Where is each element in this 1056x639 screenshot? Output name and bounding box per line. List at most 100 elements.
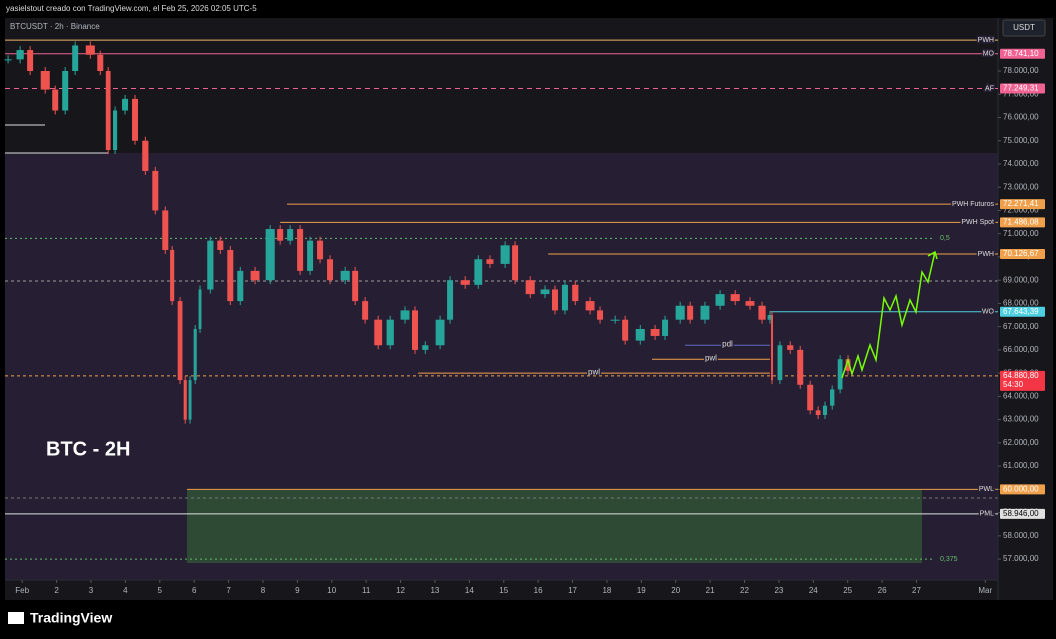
candle [572, 284, 579, 302]
x-tick-label: 3 [89, 586, 94, 595]
level-value: 67.643,39 [1003, 307, 1039, 316]
x-tick-label: 18 [602, 586, 611, 595]
x-tick-label: 25 [843, 586, 852, 595]
candle [250, 270, 260, 281]
y-tick-label: 66.000,00 [1003, 345, 1039, 354]
candle [27, 50, 34, 71]
y-tick-label: 72.000,00 [1003, 206, 1039, 215]
annotation: BTC - 2H [46, 438, 130, 460]
y-tick-label: 73.000,00 [1003, 182, 1039, 191]
candle [585, 301, 595, 311]
level-name: PWH [978, 251, 994, 258]
candle [830, 389, 835, 406]
y-tick-label: 67.000,00 [1003, 322, 1039, 331]
candle [340, 270, 350, 281]
candle [675, 305, 685, 320]
candle [307, 240, 314, 271]
candle [730, 294, 740, 302]
candle [845, 359, 851, 371]
candle [183, 380, 187, 420]
candle [317, 240, 324, 260]
projection [841, 251, 936, 379]
candle [386, 319, 394, 346]
guide-label: pwl [705, 353, 717, 362]
level-value: 64.880,80 [1003, 371, 1039, 380]
level-value: 78.741,10 [1003, 49, 1039, 58]
x-tick-label: 16 [534, 586, 543, 595]
level-value-box [1000, 199, 1045, 210]
level-name: AF [985, 85, 994, 92]
x-tick-label: 23 [774, 586, 783, 595]
candle [622, 319, 629, 341]
x-tick-label: 14 [465, 586, 474, 595]
candle [758, 305, 766, 320]
candle [122, 98, 129, 111]
symbol: BTCUSDT · 2h · Binance [10, 22, 100, 31]
candle [327, 259, 334, 281]
level-value: 77.249,31 [1003, 84, 1039, 93]
candle [771, 315, 774, 381]
candle [237, 270, 244, 302]
candle [715, 294, 725, 306]
currency-box[interactable] [1002, 19, 1046, 37]
level-value: 72.271,41 [1003, 199, 1039, 208]
countdown: 54:30 [1003, 380, 1024, 389]
x-tick-label: 20 [671, 586, 680, 595]
candle [193, 328, 197, 381]
candle [297, 229, 304, 271]
y-tick-label: 77.000,00 [1003, 89, 1039, 98]
candle [4, 59, 12, 61]
currency[interactable]: USDT [1013, 23, 1035, 32]
x-tick-label: 15 [499, 586, 508, 595]
level-name: WO [982, 309, 995, 316]
candle [474, 259, 483, 285]
candle [52, 89, 59, 111]
candle [687, 305, 694, 320]
candle [815, 410, 821, 415]
candle [188, 380, 192, 420]
y-tick-label: 61.000,00 [1003, 461, 1039, 470]
candle [561, 284, 568, 311]
level-value: 71.486,08 [1003, 218, 1039, 227]
x-tick-label: 27 [912, 586, 921, 595]
y-tick-label: 62.000,00 [1003, 438, 1039, 447]
candle [837, 359, 843, 390]
x-tick-label: 13 [430, 586, 439, 595]
candle [422, 345, 429, 350]
candle [500, 245, 510, 264]
candle [767, 315, 773, 320]
candle [177, 301, 183, 381]
caption: yasielstout creado con TradingView.com, … [6, 4, 257, 13]
candle [662, 319, 669, 336]
candle [16, 50, 24, 60]
candle [486, 259, 494, 264]
y-tick-label: 57.000,00 [1003, 554, 1039, 563]
x-tick-label: 4 [123, 586, 128, 595]
x-tick-label: 7 [226, 586, 231, 595]
x-tick-label: 24 [809, 586, 818, 595]
candle [525, 280, 535, 295]
candle [198, 289, 202, 329]
candle [152, 170, 159, 211]
y-tick-label: 69.000,00 [1003, 275, 1039, 284]
x-tick-label: 2 [54, 586, 59, 595]
candle [62, 70, 69, 111]
projection-arrow [927, 250, 938, 260]
level-name: PWH Futuros [952, 201, 995, 208]
y-tick-label: 68.000,00 [1003, 299, 1039, 308]
candle [362, 301, 369, 320]
x-tick-label: 19 [637, 586, 646, 595]
candle [822, 405, 828, 415]
level-value-box [1000, 306, 1045, 317]
x-tick-label: 26 [878, 586, 887, 595]
x-tick-label: 6 [192, 586, 197, 595]
candle [635, 328, 645, 341]
y-tick-label: 71.000,00 [1003, 229, 1039, 238]
candle [551, 289, 558, 311]
candle [777, 345, 783, 381]
candle [540, 289, 550, 295]
x-tick-label: Feb [15, 586, 29, 595]
candle [400, 310, 410, 320]
level-name: 0,375 [940, 556, 958, 563]
candle [597, 310, 604, 320]
